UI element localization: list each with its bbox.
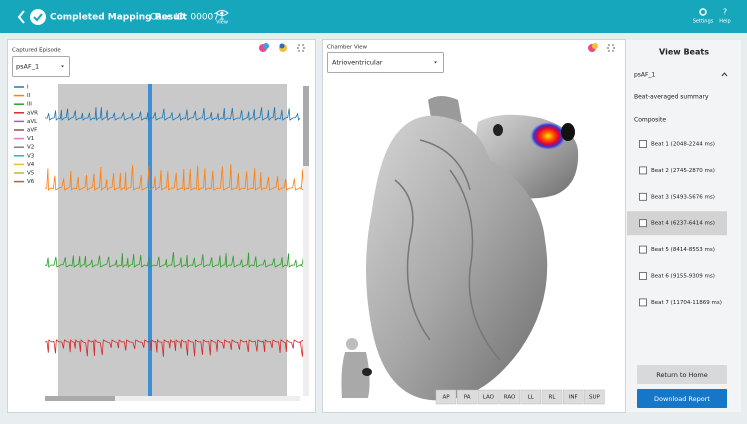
beats-title: View Beats <box>659 48 709 57</box>
header-bar <box>0 0 747 33</box>
vein-opening <box>493 124 503 136</box>
collapse-caret[interactable] <box>721 72 728 77</box>
beat-label[interactable]: Beat 3 (5493-5676 ms) <box>651 194 715 200</box>
beat-checkbox[interactable] <box>639 192 647 201</box>
view-button-label[interactable]: RL <box>549 395 557 401</box>
episode-label: Captured Episode <box>12 48 61 54</box>
legend-label: aVR <box>27 110 38 116</box>
beats-summary[interactable]: Beat-averaged summary <box>634 94 709 101</box>
torso-body <box>341 352 370 398</box>
beat-checkbox[interactable] <box>639 298 647 307</box>
legend-label: V4 <box>27 162 35 168</box>
orientation-torso <box>341 338 372 398</box>
view-label[interactable]: View <box>216 20 228 26</box>
color-icon-part <box>592 43 598 49</box>
beat-label[interactable]: Beat 5 (8414-8553 ms) <box>651 247 715 253</box>
help-icon[interactable]: ? <box>723 8 727 17</box>
view-icon[interactable] <box>215 10 229 16</box>
view-button[interactable] <box>520 389 542 405</box>
ecg-trace <box>44 252 305 268</box>
chamber-dropdown-value[interactable]: Atrioventricular <box>332 59 383 67</box>
episode-dropdown-value[interactable]: psAF_1 <box>16 63 39 71</box>
view-button[interactable] <box>478 389 499 405</box>
view-button[interactable] <box>584 389 605 405</box>
beat-checkbox[interactable] <box>639 272 647 280</box>
expand-icon[interactable] <box>607 44 615 52</box>
activation-hotspot <box>530 122 566 150</box>
dropdown-caret <box>434 61 437 64</box>
torso-head <box>346 338 358 350</box>
view-button[interactable] <box>435 389 457 405</box>
surface-folds <box>394 139 501 361</box>
legend-label: V3 <box>27 153 35 159</box>
beat-checkbox[interactable] <box>639 219 647 228</box>
legend-label: V5 <box>27 171 35 177</box>
header-title: Completed Mapping Result <box>50 13 188 23</box>
back-button[interactable] <box>17 10 25 24</box>
view-button-label[interactable]: AP <box>442 395 450 401</box>
help-label[interactable]: Help <box>719 19 730 25</box>
check-mark <box>33 13 43 22</box>
view-button[interactable] <box>562 389 584 405</box>
chamber-label: Chamber View <box>327 45 367 51</box>
legend-label: II <box>27 93 31 99</box>
beats-episode[interactable]: psAF_1 <box>634 72 655 79</box>
beat-label[interactable]: Beat 1 (2048-2244 ms) <box>651 142 715 148</box>
h-scrollbar[interactable] <box>45 396 300 401</box>
view-icon-pupil <box>220 11 224 15</box>
view-button-label[interactable]: SUP <box>589 395 601 401</box>
status-icon <box>30 9 46 25</box>
view-button[interactable] <box>541 389 563 405</box>
beat-checkbox[interactable] <box>639 245 647 254</box>
selection-window <box>58 84 287 396</box>
view-button-label[interactable]: RAO <box>504 395 516 401</box>
home-button[interactable] <box>637 365 727 384</box>
vein-opening <box>561 123 575 141</box>
download-button-label[interactable]: Download Report <box>654 395 710 403</box>
expand-icon[interactable] <box>297 44 305 52</box>
ecg-trace <box>44 339 304 357</box>
view-button-label[interactable]: LL <box>528 395 535 401</box>
legend-label: V1 <box>27 136 34 142</box>
beat-label[interactable]: Beat 4 (6237-6414 ms) <box>651 221 715 227</box>
beat-label[interactable]: Beat 2 (2745-2870 ms) <box>651 168 715 174</box>
legend-label: III <box>27 102 32 108</box>
heart-model[interactable] <box>366 96 579 401</box>
torso-marker <box>362 368 372 376</box>
download-button[interactable] <box>637 389 727 408</box>
beat-label[interactable]: Beat 6 (9155-9309 ms) <box>651 274 715 280</box>
beat-checkbox[interactable] <box>639 140 647 148</box>
settings-label[interactable]: Settings <box>693 19 714 25</box>
chamber-dropdown[interactable] <box>327 52 444 73</box>
beats-composite[interactable]: Composite <box>634 117 666 124</box>
color-icon-2-part <box>279 43 285 49</box>
home-button-label[interactable]: Return to Home <box>656 371 707 379</box>
ventricles <box>366 115 548 401</box>
legend-label: V2 <box>27 145 34 151</box>
ecg-trace <box>44 164 304 191</box>
legend-label: aVF <box>27 128 37 134</box>
beat-checkbox[interactable] <box>639 166 647 175</box>
beat-label[interactable]: Beat 7 (11704-11869 ms) <box>651 300 722 306</box>
cursor-line[interactable] <box>148 84 152 396</box>
color-icon-part <box>263 43 269 49</box>
view-button-label[interactable]: INF <box>569 395 578 401</box>
dropdown-caret <box>61 65 64 68</box>
view-button[interactable] <box>499 389 520 405</box>
ecg-trace <box>44 107 301 122</box>
legend-label: V6 <box>27 179 35 185</box>
view-button-label[interactable]: PA <box>464 395 471 401</box>
legend-label: aVL <box>27 119 38 125</box>
episode-dropdown[interactable] <box>12 56 70 77</box>
v-scroll-thumb[interactable] <box>303 86 309 166</box>
settings-icon[interactable] <box>699 8 707 16</box>
legend-label: I <box>27 85 29 91</box>
view-button-label[interactable]: LAO <box>483 395 495 401</box>
case-id: Case ID: 000071 <box>150 13 225 23</box>
view-button[interactable] <box>456 389 478 405</box>
h-scroll-thumb[interactable] <box>45 396 115 401</box>
v-scrollbar[interactable] <box>303 86 309 396</box>
